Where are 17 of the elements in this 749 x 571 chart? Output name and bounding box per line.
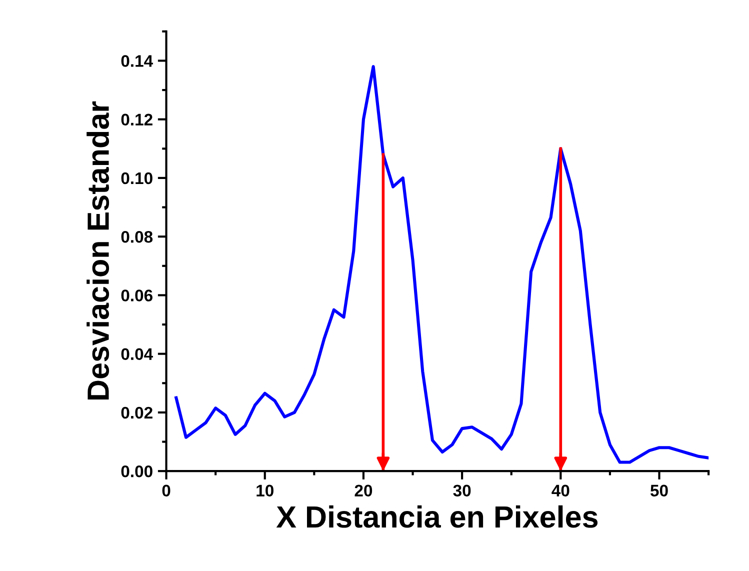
x-tick-label: 20	[354, 484, 372, 497]
y-tick-label: 0.00	[121, 465, 152, 478]
x-tick-label: 10	[256, 484, 274, 497]
x-tick-label: 40	[552, 484, 570, 497]
y-tick-label: 0.08	[121, 230, 153, 243]
y-tick-label: 0.04	[121, 348, 153, 360]
x-tick-label: 30	[453, 484, 471, 497]
y-tick-label: 0.02	[121, 406, 152, 419]
y-axis-title: Desviacion Estandar	[86, 101, 110, 400]
y-tick-label: 0.14	[121, 55, 153, 67]
y-tick-label: 0.10	[121, 172, 152, 184]
x-tick-label: 0	[162, 484, 170, 497]
x-axis-title: X Distancia en Pixeles	[276, 505, 598, 528]
line-series	[174, 65, 709, 464]
y-tick-label: 0.12	[121, 114, 152, 126]
x-tick-label: 50	[650, 484, 668, 497]
y-tick-label: 0.06	[121, 290, 152, 302]
